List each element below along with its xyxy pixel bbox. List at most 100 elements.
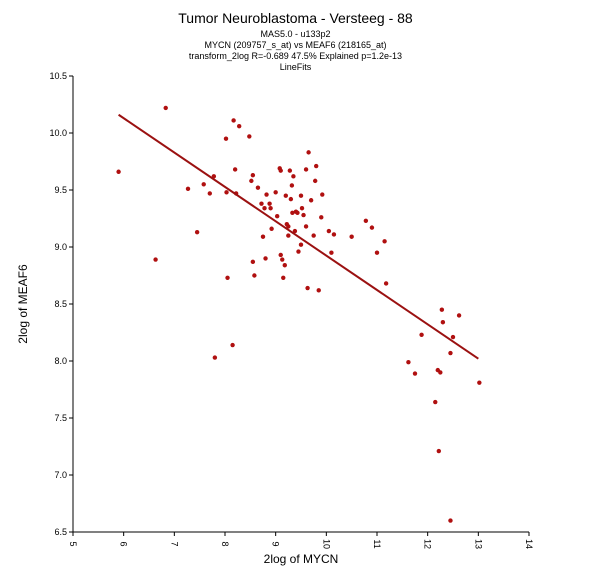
x-tick-label: 9 xyxy=(271,541,281,546)
data-point xyxy=(329,250,334,255)
data-point xyxy=(349,234,354,239)
data-point xyxy=(383,281,389,286)
y-tick-label: 10.0 xyxy=(49,128,67,138)
data-point xyxy=(280,257,285,262)
data-point xyxy=(255,185,261,190)
data-point xyxy=(296,249,301,254)
data-point xyxy=(448,350,453,356)
y-tick-label: 8.0 xyxy=(54,356,67,366)
y-tick-label: 9.5 xyxy=(54,185,67,195)
data-point xyxy=(312,178,318,184)
ticks-layer: 5 6 7 8 9 10 11 12 13 14 6.5 7.0 7.5 8.0 8.5 9.0 9.5 10.0… xyxy=(49,71,534,549)
data-point xyxy=(412,371,418,376)
data-point xyxy=(283,193,288,198)
points-layer xyxy=(116,105,482,523)
data-point xyxy=(369,225,375,230)
data-point xyxy=(264,192,269,197)
data-point xyxy=(250,259,256,265)
data-point xyxy=(456,313,462,318)
data-point xyxy=(153,257,158,262)
data-point xyxy=(440,320,446,325)
x-tick-label: 6 xyxy=(119,541,129,546)
y-tick-label: 6.5 xyxy=(54,527,67,537)
data-point xyxy=(406,359,411,365)
x-tick-label: 5 xyxy=(68,541,78,546)
x-tick-label: 13 xyxy=(473,539,483,549)
data-point xyxy=(212,355,218,360)
data-point xyxy=(419,332,424,337)
data-point xyxy=(308,198,314,203)
data-point xyxy=(291,174,296,179)
x-axis-label: 2log of MYCN xyxy=(264,552,339,566)
data-point xyxy=(292,228,298,234)
data-point xyxy=(374,250,380,255)
y-tick-label: 7.0 xyxy=(54,470,67,480)
data-point xyxy=(224,190,229,195)
data-point xyxy=(301,212,306,218)
data-point xyxy=(274,214,280,219)
data-point xyxy=(436,448,442,454)
x-tick-label: 12 xyxy=(423,539,433,549)
data-point xyxy=(439,307,445,312)
data-point xyxy=(232,167,238,172)
y-axis-label: 2log of MEAF6 xyxy=(16,264,30,344)
data-point xyxy=(201,182,206,187)
data-point xyxy=(236,123,242,129)
data-point xyxy=(450,334,456,340)
chart-title: Tumor Neuroblastoma - Versteeg - 88 xyxy=(178,10,413,26)
data-point xyxy=(382,239,387,244)
chart-subtitle-genes: MYCN (209757_s_at) vs MEAF6 (218165_at) xyxy=(204,40,387,50)
data-point xyxy=(223,136,229,141)
data-point xyxy=(250,172,256,178)
data-point xyxy=(319,215,324,220)
data-point xyxy=(448,518,453,523)
data-point xyxy=(433,399,438,405)
chart-subtitle-linefits: LineFits xyxy=(279,62,312,72)
data-point xyxy=(260,234,266,239)
data-point xyxy=(286,224,291,229)
data-point xyxy=(477,380,482,385)
data-point xyxy=(249,178,254,184)
data-point xyxy=(290,210,295,215)
data-point xyxy=(298,242,304,247)
data-point xyxy=(259,201,264,206)
data-point xyxy=(363,218,369,223)
data-point xyxy=(314,163,319,169)
data-point xyxy=(331,232,337,237)
data-point xyxy=(163,105,168,111)
x-tick-label: 11 xyxy=(372,539,382,548)
y-tick-label: 8.5 xyxy=(54,299,67,309)
data-point xyxy=(286,233,291,238)
data-point xyxy=(303,167,309,172)
data-point xyxy=(295,210,300,215)
y-tick-label: 7.5 xyxy=(54,413,67,423)
data-point xyxy=(231,118,236,123)
data-point xyxy=(247,134,252,139)
fit-line xyxy=(118,113,479,360)
data-point xyxy=(278,252,283,258)
data-point xyxy=(207,191,212,196)
data-point xyxy=(278,168,283,173)
data-point xyxy=(194,229,200,235)
data-point xyxy=(303,224,309,229)
data-point xyxy=(269,226,274,231)
data-point xyxy=(230,342,235,348)
data-point xyxy=(320,192,325,197)
data-point xyxy=(316,288,321,293)
data-point xyxy=(438,370,443,375)
x-tick-label: 7 xyxy=(169,541,179,546)
data-point xyxy=(263,256,268,261)
data-point xyxy=(252,273,257,278)
x-tick-label: 10 xyxy=(321,539,331,549)
y-tick-label: 9.0 xyxy=(54,242,67,252)
data-point xyxy=(298,193,304,198)
data-point xyxy=(288,196,294,202)
data-point xyxy=(287,168,293,173)
chart-subtitle-stats: transform_2log R=-0.689 47.5% Explained … xyxy=(188,51,403,61)
data-point xyxy=(311,233,316,238)
data-point xyxy=(289,183,295,188)
data-point xyxy=(273,190,278,195)
data-point xyxy=(262,206,267,211)
data-point xyxy=(326,228,332,234)
